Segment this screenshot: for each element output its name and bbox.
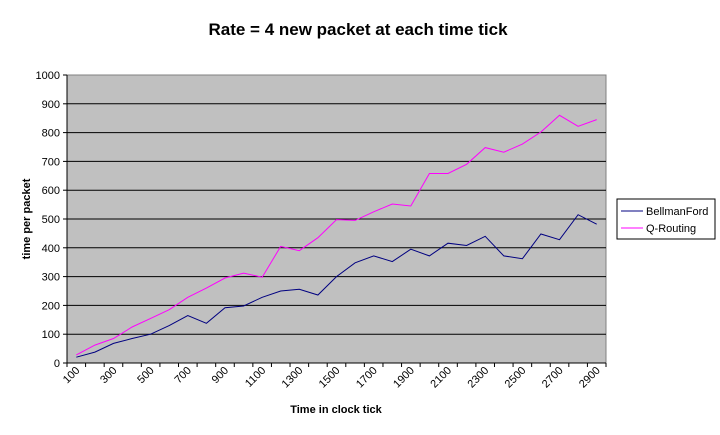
y-tick-label: 300 xyxy=(42,272,60,284)
x-tick-label: 1300 xyxy=(280,365,306,391)
y-axis-title: time per packet xyxy=(21,178,33,259)
legend-box xyxy=(616,198,716,240)
x-tick-label: 2300 xyxy=(466,365,492,391)
y-tick-label: 900 xyxy=(42,99,60,111)
series-line-q-routing xyxy=(76,114,597,356)
x-axis-ticks: 100 300 500 700 900 1100 1300 1500 1700 1900 2100 2… xyxy=(61,363,607,391)
x-tick-label: 700 xyxy=(172,365,193,386)
y-axis-ticks: 0 100 200 300 400 500 600 700 800 900 1000 xyxy=(36,70,67,370)
x-tick-label: 100 xyxy=(61,365,82,386)
x-tick-label: 1500 xyxy=(317,365,343,391)
x-tick-label: 300 xyxy=(98,365,119,386)
x-tick-label: 1700 xyxy=(354,365,380,391)
x-axis-title: Time in clock tick xyxy=(290,404,382,416)
legend: BellmanFord Q-Routing xyxy=(616,198,716,240)
x-tick-label: 2900 xyxy=(577,365,603,391)
y-tick-label: 600 xyxy=(42,185,60,197)
y-tick-label: 100 xyxy=(42,329,60,341)
x-tick-label: 1900 xyxy=(391,365,417,391)
series-line-bellmanford xyxy=(76,214,597,358)
series-lines xyxy=(76,114,597,358)
x-tick-label: 1100 xyxy=(243,365,268,390)
gridlines xyxy=(66,75,606,364)
chart-title: Rate = 4 new packet at each time tick xyxy=(208,20,508,39)
y-tick-label: 400 xyxy=(42,243,60,255)
legend-label-q-routing: Q-Routing xyxy=(646,223,696,235)
y-tick-label: 0 xyxy=(54,358,60,370)
legend-label-bellmanford: BellmanFord xyxy=(646,206,708,218)
y-tick-label: 700 xyxy=(42,156,60,168)
y-tick-label: 1000 xyxy=(36,70,60,82)
x-tick-label: 2500 xyxy=(503,365,529,391)
y-tick-label: 200 xyxy=(42,300,60,312)
x-tick-label: 500 xyxy=(135,365,156,386)
y-tick-label: 500 xyxy=(42,214,60,226)
x-tick-label: 2700 xyxy=(540,365,566,391)
y-tick-label: 800 xyxy=(42,128,60,140)
x-tick-label: 900 xyxy=(210,365,231,386)
x-tick-label: 2100 xyxy=(428,365,454,391)
